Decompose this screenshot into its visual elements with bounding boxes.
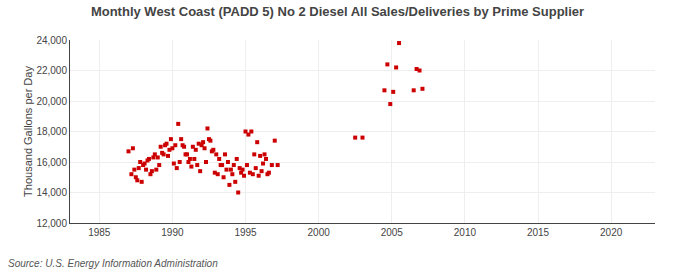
svg-text:2015: 2015 [527,227,550,238]
svg-text:2020: 2020 [600,227,623,238]
svg-text:24,000: 24,000 [36,35,67,46]
svg-text:18,000: 18,000 [36,126,67,137]
svg-text:12,000: 12,000 [36,218,67,229]
svg-text:22,000: 22,000 [36,65,67,76]
svg-text:14,000: 14,000 [36,187,67,198]
svg-text:Source: U.S. Energy Informatio: Source: U.S. Energy Information Administ… [8,258,218,269]
svg-text:2000: 2000 [308,227,331,238]
svg-text:2010: 2010 [454,227,477,238]
svg-text:Monthly West Coast (PADD 5) No: Monthly West Coast (PADD 5) No 2 Diesel … [91,4,584,19]
svg-text:20,000: 20,000 [36,96,67,107]
svg-text:2005: 2005 [381,227,404,238]
svg-text:1985: 1985 [88,227,111,238]
svg-text:16,000: 16,000 [36,157,67,168]
svg-text:Thousand Gallons per Day: Thousand Gallons per Day [22,66,34,197]
svg-text:1990: 1990 [161,227,184,238]
svg-text:1995: 1995 [234,227,257,238]
